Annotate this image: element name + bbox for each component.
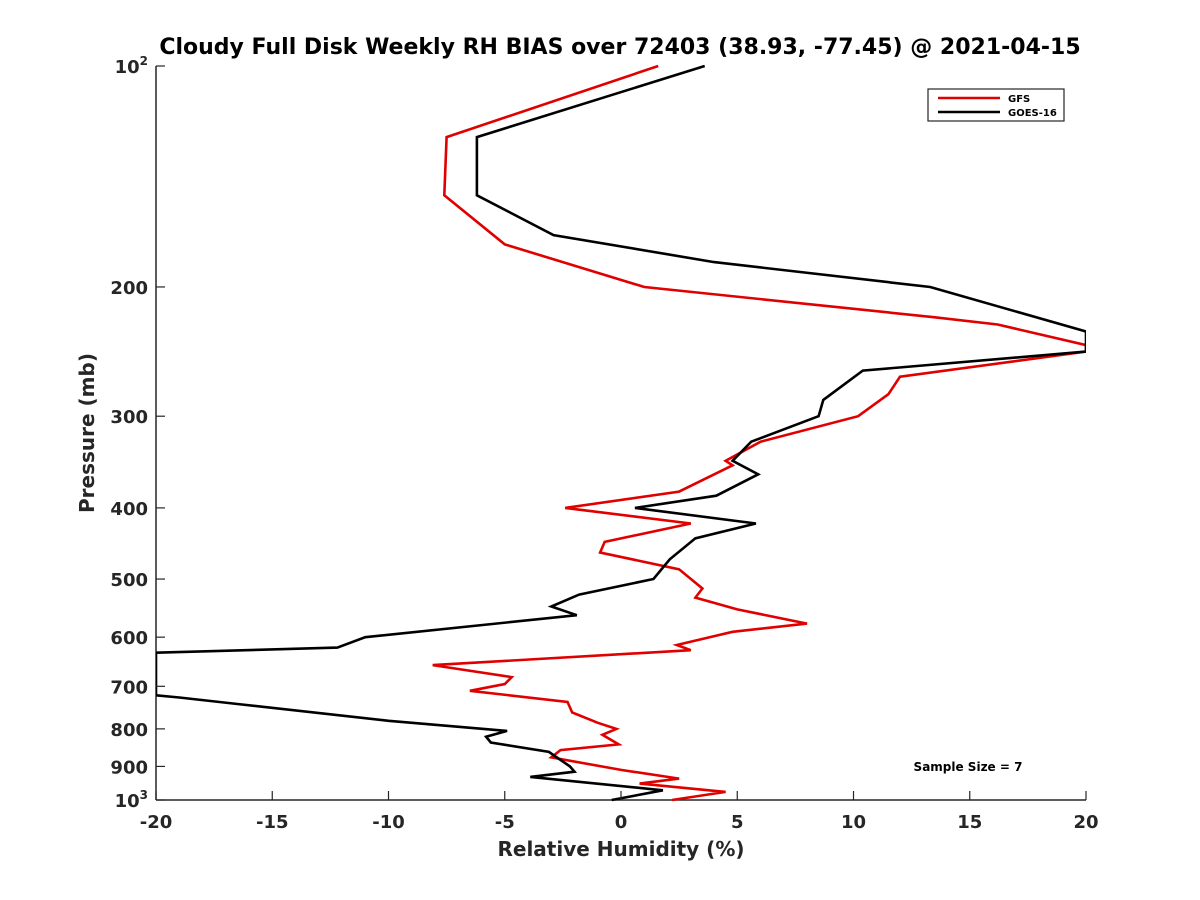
y-tick-label: 400 (110, 499, 148, 520)
series-line-gfs (432, 64, 1086, 802)
y-tick-label: 600 (110, 628, 148, 649)
y-tick-label: 500 (110, 570, 148, 591)
sample-size-annotation: Sample Size = 7 (914, 760, 1023, 774)
x-axis-label: Relative Humidity (%) (497, 837, 744, 861)
x-tick-label: -20 (140, 812, 173, 833)
x-tick-label: 15 (957, 812, 982, 833)
chart-title: Cloudy Full Disk Weekly RH BIAS over 724… (159, 35, 1080, 60)
y-tick-label: 103 (115, 788, 148, 812)
legend-box (927, 88, 1065, 122)
x-axis-ticks: -20 -15 -10 -5 0 5 10 15 20 (140, 791, 1099, 833)
legend-label: GOES-16 (1008, 108, 1057, 119)
y-tick-label: 700 (110, 677, 148, 698)
x-tick-label: -5 (495, 812, 515, 833)
y-tick-label: 300 (110, 407, 148, 428)
series-layer (156, 64, 1086, 802)
x-tick-label: 0 (615, 812, 628, 833)
y-tick-label: 200 (110, 278, 148, 299)
y-tick-label: 102 (115, 54, 148, 78)
x-tick-label: -15 (256, 812, 289, 833)
y-tick-label: 800 (110, 720, 148, 741)
legend: GFS GOES-16 (927, 88, 1065, 122)
y-tick-label: 900 (110, 757, 148, 778)
x-tick-label: -10 (372, 812, 405, 833)
y-axis-label: Pressure (mb) (75, 353, 99, 513)
x-tick-label: 10 (841, 812, 866, 833)
x-tick-label: 20 (1073, 812, 1098, 833)
series-line-goes-16 (156, 64, 1086, 802)
y-axis-ticks: 102 200 300 400 500 600 700 800 900 103 (110, 54, 165, 812)
legend-label: GFS (1008, 94, 1030, 105)
x-tick-label: 5 (731, 812, 744, 833)
